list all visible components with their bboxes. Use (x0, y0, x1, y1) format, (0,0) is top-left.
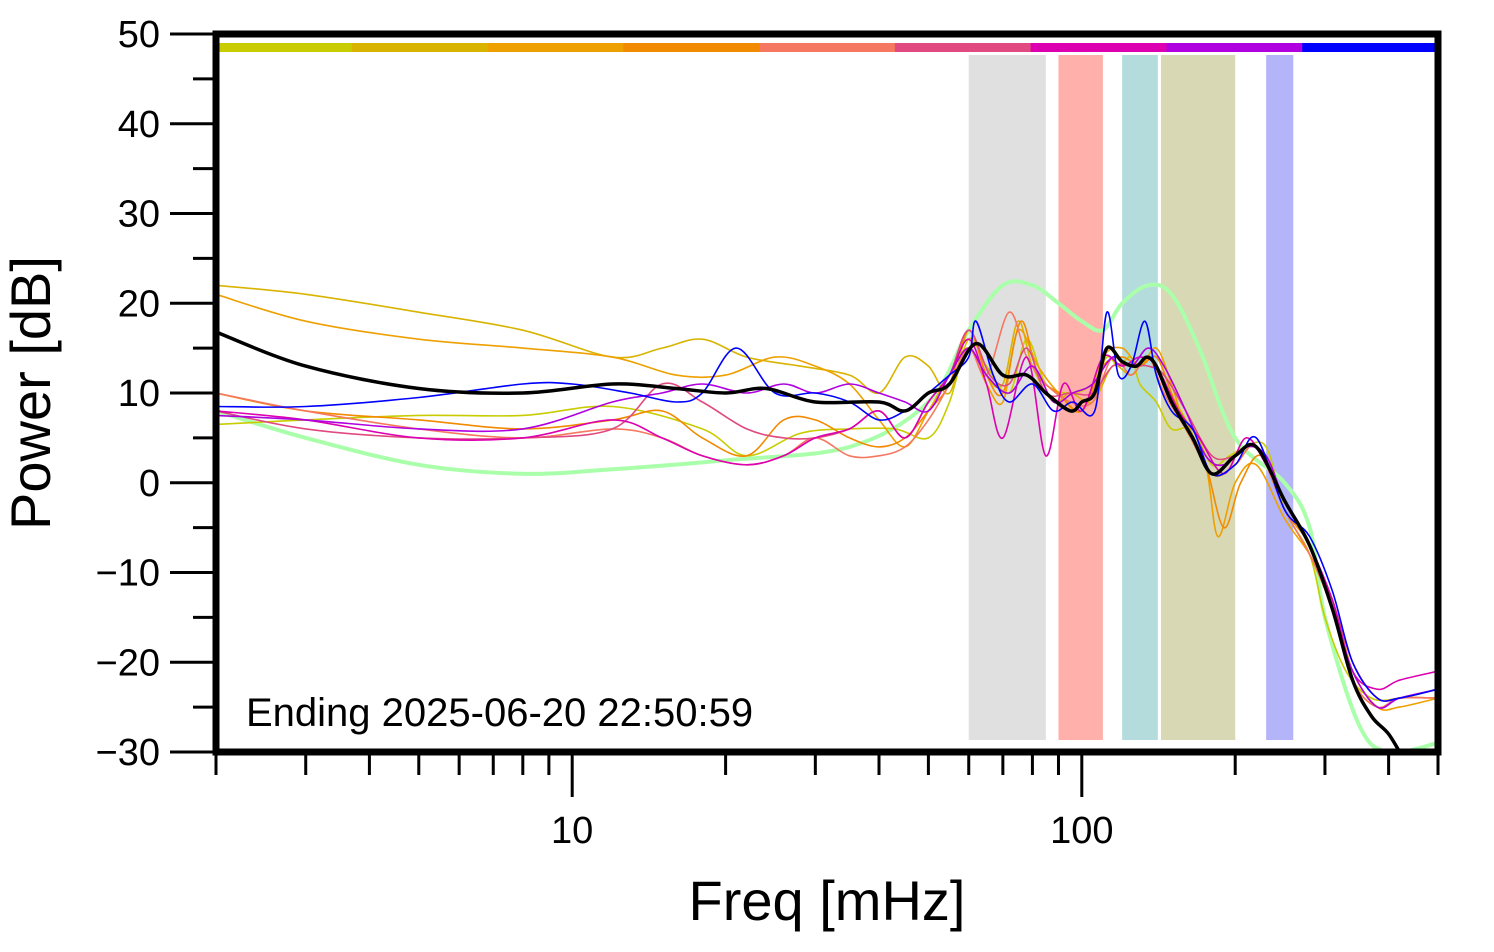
x-axis-title: Freq [mHz] (689, 869, 966, 932)
y-tick-label: 0 (139, 463, 160, 505)
color-strip-segment-4 (623, 43, 760, 52)
color-strip-segment-6 (894, 43, 1032, 52)
y-axis-title: Power [dB] (0, 256, 62, 530)
y-tick-label: 10 (118, 373, 160, 415)
top-color-strip (216, 43, 1439, 52)
y-tick-label: 20 (118, 283, 160, 325)
y-tick-label: −20 (96, 642, 160, 684)
x-tick-label: 100 (1050, 810, 1113, 852)
color-strip-segment-2 (351, 43, 489, 52)
frequency-band-1 (968, 55, 1046, 740)
y-tick-label: 30 (118, 194, 160, 236)
series-line-4 (216, 293, 1438, 711)
color-strip-segment-1 (216, 43, 353, 52)
color-strip-segment-7 (1030, 43, 1167, 52)
color-strip-segment-8 (1166, 43, 1303, 52)
x-tick-label: 10 (551, 810, 593, 852)
color-strip-segment-3 (487, 43, 624, 52)
y-tick-label: 50 (118, 14, 160, 56)
series-group (216, 279, 1438, 752)
series-line-11 (216, 330, 1402, 752)
series-line-1 (216, 279, 1438, 752)
frequency-band-5 (1266, 55, 1294, 740)
y-tick-label: −30 (96, 732, 160, 774)
color-strip-segment-9 (1302, 43, 1439, 52)
y-tick-label: 40 (118, 104, 160, 146)
y-axis: −30 −20 −10 0 10 20 30 40 50 (96, 14, 216, 774)
x-axis: 10 100 (214, 752, 1440, 852)
series-line-10 (216, 311, 1438, 702)
color-strip-segment-5 (759, 43, 896, 52)
y-tick-label: −10 (96, 553, 160, 595)
end-time-annotation: Ending 2025-06-20 22:50:59 (246, 691, 753, 735)
